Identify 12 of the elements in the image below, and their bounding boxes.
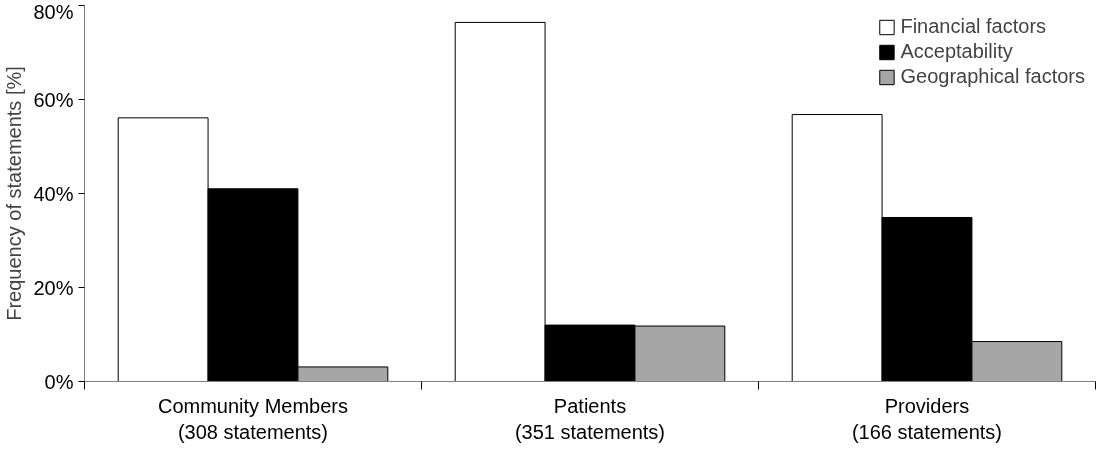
legend-label: Financial factors — [900, 15, 1047, 38]
y-axis-title: Frequency of statements [%] — [3, 66, 26, 321]
legend-label: Geographical factors — [900, 65, 1085, 88]
x-tick-label: Providers (166 statements) — [851, 394, 1003, 443]
y-tick-label: 20% — [33, 276, 74, 299]
y-tick-label: 40% — [33, 182, 74, 205]
x-tick-label: Community Members (308 statements) — [157, 394, 349, 443]
y-tick-label: 80% — [33, 0, 74, 23]
legend-label: Acceptability — [900, 40, 1013, 63]
y-tick-label: 60% — [33, 88, 74, 111]
y-tick-label: 0% — [44, 370, 74, 393]
x-tick-label: Patients (351 statements) — [514, 394, 666, 443]
